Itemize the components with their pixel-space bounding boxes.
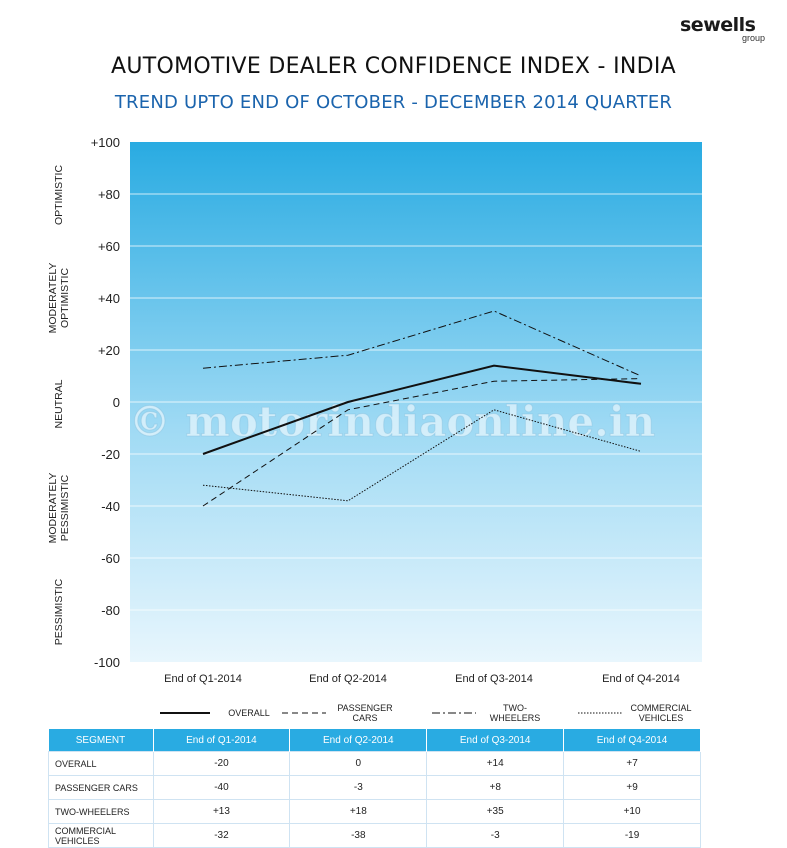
series-line-overall <box>202 364 642 455</box>
y-tick-label: -60 <box>101 551 120 566</box>
y-tick-label: -40 <box>101 499 120 514</box>
legend-label: TWO- <box>503 703 527 713</box>
table-cell: +10 <box>563 799 701 824</box>
brand-name: sewells <box>680 14 756 36</box>
legend-label-2: CARS <box>352 713 378 723</box>
legend: OVERALL PASSENGER CARS TWO- WHEELERS COMME… <box>0 700 787 726</box>
table-row: OVERALL -20 0 +14 +7 <box>48 751 701 776</box>
x-tick-label: End of Q1-2014 <box>164 673 242 685</box>
legend-label-2: WHEELERS <box>489 713 541 723</box>
gridlines <box>130 193 702 611</box>
table-cell: -32 <box>152 823 291 848</box>
table-header: End of Q1-2014 <box>153 729 291 752</box>
chart-title: AUTOMOTIVE DEALER CONFIDENCE INDEX - IND… <box>110 54 677 79</box>
line-chart: +100 +80 +60 +40 +20 0 -20 -40 -60 -80 -100 OPTIMI… <box>47 135 702 685</box>
zone-label: OPTIMISTIC <box>53 165 65 226</box>
y-axis-ticks: +100 +80 +60 +40 +20 0 -20 -40 -60 -80 -100 <box>91 135 120 670</box>
table-cell: +9 <box>563 775 701 800</box>
table-header: End of Q4-2014 <box>563 729 701 752</box>
table-cell: -3 <box>426 823 565 848</box>
y-tick-label: -80 <box>101 603 120 618</box>
legend-item-overall: OVERALL <box>160 700 280 726</box>
zone-label: PESSIMISTIC <box>59 474 71 541</box>
table-row: TWO-WHEELERS +13 +18 +35 +10 <box>48 799 701 824</box>
y-tick-label: +100 <box>91 135 120 150</box>
table-cell: -38 <box>289 823 428 848</box>
zone-label: OPTIMISTIC <box>59 268 71 329</box>
x-tick-label: End of Q3-2014 <box>455 673 533 685</box>
chart-subtitle: TREND UPTO END OF OCTOBER - DECEMBER 201… <box>114 92 673 113</box>
y-tick-label: -20 <box>101 447 120 462</box>
table-cell: +18 <box>289 799 428 824</box>
table-cell: OVERALL <box>48 751 154 776</box>
table-header: End of Q2-2014 <box>289 729 428 752</box>
watermark: © motorindiaonline.in <box>129 397 655 446</box>
brand-sub: group <box>742 33 766 43</box>
x-axis-ticks: End of Q1-2014 End of Q2-2014 End of Q3-20… <box>164 673 680 685</box>
table-header: End of Q3-2014 <box>426 729 565 752</box>
zone-label: MODERATELY <box>47 263 59 334</box>
y-tick-label: +60 <box>98 239 120 254</box>
data-table: SEGMENT End of Q1-2014 End of Q2-2014 En… <box>48 729 701 848</box>
zone-label: PESSIMISTIC <box>53 578 65 645</box>
table-cell: -3 <box>289 775 428 800</box>
table-cell: +14 <box>426 751 565 776</box>
legend-label: COMMERCIAL <box>630 703 692 713</box>
brand-logo: sewells group <box>680 14 770 44</box>
zone-label: NEUTRAL <box>53 379 65 428</box>
table-cell: COMMERCIAL VEHICLES <box>48 823 154 848</box>
y-tick-label: +20 <box>98 343 120 358</box>
table-cell: -19 <box>563 823 701 848</box>
x-tick-label: End of Q4-2014 <box>602 673 680 685</box>
y-tick-label: +40 <box>98 291 120 306</box>
table-row: COMMERCIAL VEHICLES -32 -38 -3 -19 <box>48 823 701 848</box>
legend-label: OVERALL <box>228 708 270 718</box>
legend-label: PASSENGER <box>337 703 393 713</box>
table-cell: +13 <box>152 799 291 824</box>
table-row: PASSENGER CARS -40 -3 +8 +9 <box>48 775 701 800</box>
table-cell: +7 <box>563 751 701 776</box>
legend-item-two-wheelers: TWO- WHEELERS <box>432 700 546 726</box>
table-cell: PASSENGER CARS <box>48 775 154 800</box>
table-header-row: SEGMENT End of Q1-2014 End of Q2-2014 En… <box>48 729 701 752</box>
y-tick-label: 0 <box>113 395 120 410</box>
table-header: SEGMENT <box>48 729 154 752</box>
legend-item-commercial-vehicles: COMMERCIAL VEHICLES <box>578 700 692 726</box>
table-cell: +8 <box>426 775 565 800</box>
table-cell: +35 <box>426 799 565 824</box>
legend-item-passenger-cars: PASSENGER CARS <box>282 700 396 726</box>
table-cell: -40 <box>152 775 291 800</box>
series-lines <box>202 310 642 507</box>
table-cell: 0 <box>289 751 428 776</box>
y-tick-label: -100 <box>94 655 120 670</box>
y-tick-label: +80 <box>98 187 120 202</box>
table-cell: -20 <box>152 751 291 776</box>
zone-label: MODERATELY <box>47 473 59 544</box>
table-cell: TWO-WHEELERS <box>48 799 154 824</box>
x-tick-label: End of Q2-2014 <box>309 673 387 685</box>
series-line-commercial-vehicles <box>202 409 642 502</box>
legend-label-2: VEHICLES <box>638 713 684 723</box>
